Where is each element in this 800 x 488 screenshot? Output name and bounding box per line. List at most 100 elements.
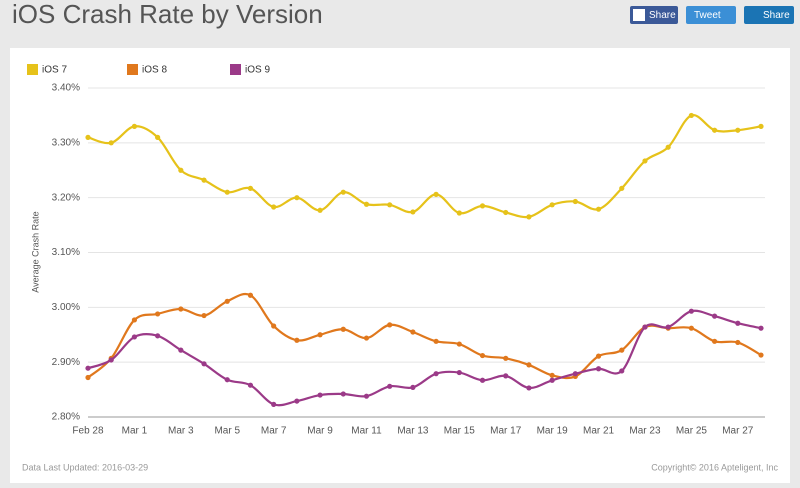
y-axis-label: Average Crash Rate [30, 211, 40, 292]
point [201, 361, 207, 367]
point [317, 392, 323, 398]
fb-label[interactable]: Share [649, 10, 676, 21]
point [271, 401, 277, 407]
x-tick-label: Mar 13 [397, 426, 429, 437]
legend-swatch [230, 64, 241, 75]
point [387, 383, 393, 389]
share-li[interactable]: Share [744, 6, 794, 24]
point [711, 338, 718, 344]
point [224, 189, 230, 195]
li-button[interactable] [744, 6, 794, 24]
point [85, 134, 91, 140]
point [201, 177, 207, 183]
point [410, 384, 416, 390]
x-tick-label: Mar 1 [122, 426, 148, 437]
x-tick-label: Mar 19 [537, 426, 569, 437]
y-tick-label: 3.00% [52, 302, 80, 313]
point [735, 339, 741, 346]
point [549, 377, 555, 383]
point [340, 326, 346, 332]
tw-button[interactable] [686, 6, 736, 24]
point [155, 134, 161, 140]
point [155, 311, 161, 317]
point [595, 353, 602, 359]
panel [10, 48, 790, 483]
x-tick-label: Mar 11 [351, 426, 382, 437]
y-tick-label: 3.10% [52, 247, 80, 258]
y-tick-label: 3.20% [52, 192, 80, 203]
point [688, 112, 694, 119]
point [131, 317, 138, 323]
point [503, 373, 509, 379]
share-fb[interactable]: Share [630, 6, 678, 24]
point [526, 385, 532, 391]
footer-right: Copyright© 2016 Apteligent, Inc [651, 462, 778, 472]
point [433, 338, 439, 344]
y-tick-label: 3.40% [52, 83, 80, 94]
point [549, 372, 555, 378]
point [178, 347, 184, 353]
point [688, 325, 694, 331]
point [619, 368, 625, 374]
x-tick-label: Feb 28 [72, 426, 104, 437]
point [595, 366, 602, 372]
chart-title: iOS Crash Rate by Version [12, 0, 323, 29]
point [131, 123, 138, 129]
point [317, 332, 323, 338]
point [201, 312, 207, 319]
share-tw[interactable]: Tweet [686, 6, 736, 24]
footer-left: Data Last Updated: 2016-03-29 [22, 462, 148, 472]
point [503, 355, 509, 361]
y-tick-label: 2.80% [52, 412, 80, 423]
point [479, 377, 486, 383]
point [247, 292, 254, 298]
point [503, 209, 509, 216]
point [735, 320, 741, 326]
y-tick-label: 2.90% [52, 357, 80, 368]
x-tick-label: Mar 15 [444, 426, 476, 437]
point [108, 140, 114, 146]
tw-label[interactable]: Tweet [694, 10, 721, 21]
point [131, 334, 138, 340]
li-label[interactable]: Share [763, 10, 790, 21]
point [595, 206, 602, 212]
point [433, 371, 439, 377]
point [433, 191, 439, 197]
point [711, 127, 718, 133]
x-tick-label: Mar 9 [307, 426, 333, 437]
point [363, 201, 370, 207]
point [549, 202, 555, 208]
point [387, 202, 393, 208]
point [619, 185, 625, 191]
point [271, 323, 277, 329]
point [340, 391, 346, 397]
fb-icon [633, 9, 645, 21]
point [363, 393, 370, 399]
point [363, 335, 370, 341]
point [271, 204, 277, 210]
x-tick-label: Mar 27 [722, 426, 754, 437]
point [665, 144, 671, 150]
point [294, 398, 300, 404]
legend-swatch [127, 64, 138, 75]
point [642, 158, 648, 164]
x-tick-label: Mar 17 [490, 426, 522, 437]
point [247, 382, 254, 388]
point [758, 123, 764, 129]
point [642, 324, 648, 330]
point [340, 189, 346, 195]
y-tick-label: 3.30% [52, 137, 80, 148]
x-tick-label: Mar 25 [676, 426, 708, 437]
point [410, 329, 416, 335]
point [317, 207, 323, 213]
point [456, 341, 462, 347]
point [526, 362, 532, 368]
point [178, 167, 184, 173]
point [108, 357, 114, 363]
point [711, 313, 718, 319]
point [758, 325, 764, 331]
point [572, 198, 578, 205]
point [224, 377, 230, 383]
point [526, 214, 532, 220]
point [247, 185, 254, 191]
